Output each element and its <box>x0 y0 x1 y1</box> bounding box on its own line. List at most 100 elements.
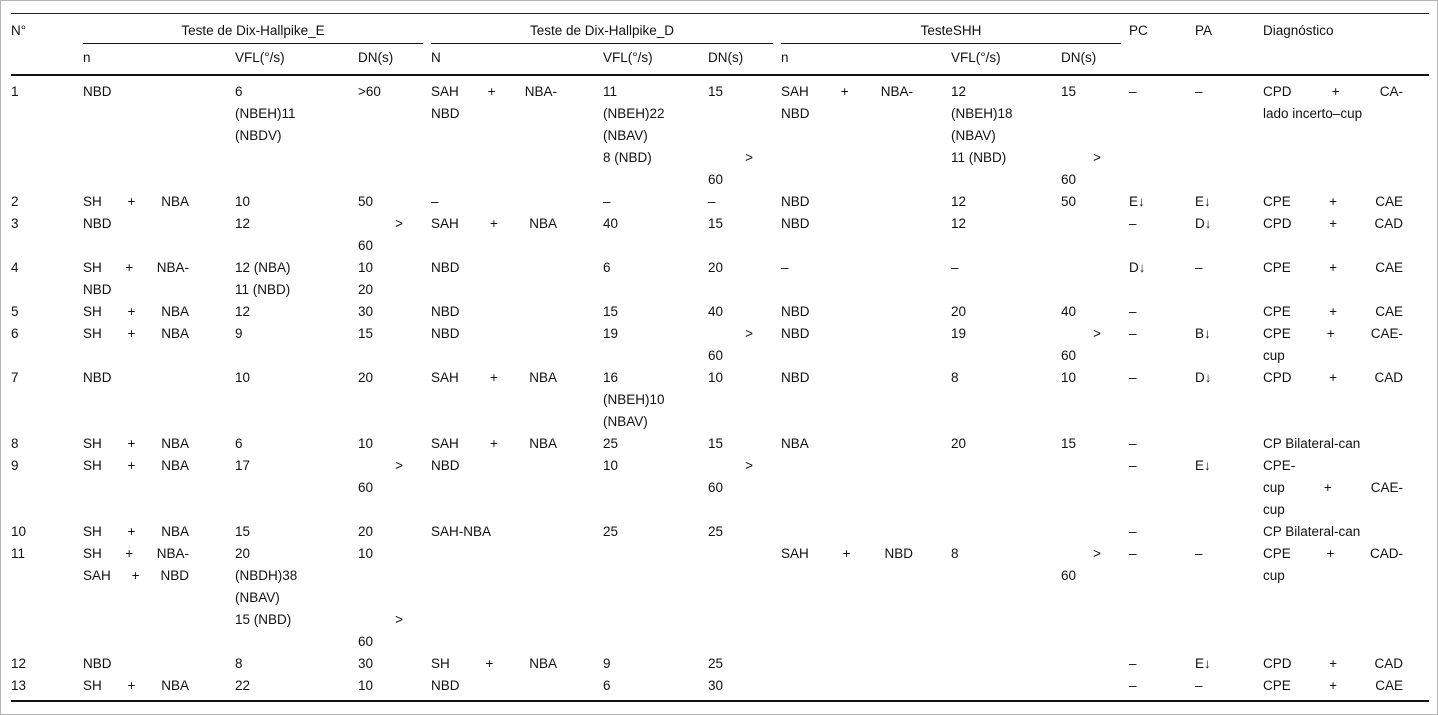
table-cell <box>603 543 708 653</box>
cell-line: 60 <box>358 634 374 649</box>
cell-line: NBD <box>83 84 112 99</box>
cell-line: 7 <box>11 370 19 385</box>
col-subheader-shh-vfl: VFL(°/s) <box>951 50 1001 65</box>
cell-line: CPD + CAD <box>1263 216 1403 231</box>
cell-line: 6 <box>603 678 611 693</box>
table-cell <box>1195 521 1263 543</box>
cell-line: NBD <box>431 326 460 341</box>
table-cell: SAH + NBD <box>781 543 951 653</box>
header-group-row: N° Teste de Dix-Hallpike_E Teste de Dix-… <box>11 14 1429 44</box>
cell-line: SH + NBA <box>83 194 189 209</box>
table-cell: E↓ <box>1129 191 1195 213</box>
table-cell: 7 <box>11 367 83 433</box>
table-cell: 10 <box>235 191 358 213</box>
table-cell: 15 <box>603 301 708 323</box>
table-cell: CPD + CA-lado incerto–cup <box>1263 74 1430 191</box>
cell-line: 30 <box>708 678 724 693</box>
cell-line: 9 <box>11 458 19 473</box>
cell-line: – <box>1129 436 1137 451</box>
table-cell: SAH + NBA <box>431 213 603 257</box>
table-cell <box>781 455 951 521</box>
table-cell: CPE + CAE <box>1263 257 1429 301</box>
cell-line: 40 <box>603 216 619 231</box>
cell-line: 12 <box>11 656 27 671</box>
table-cell: SH + NBA <box>83 455 235 521</box>
cell-line: – <box>1129 546 1137 561</box>
cell-line: > <box>395 612 403 627</box>
col-group-teste-shh: TesteSHH <box>781 14 1129 44</box>
table-cell: 8 <box>11 433 83 455</box>
cell-line: 10 <box>11 524 27 539</box>
table-row: 11 SH + NBA- SAH + NBD 20 (NBDH)38 (NBAV) 15 (NBD)… <box>11 543 1429 653</box>
table-cell: SH + NBA- NBD <box>83 257 235 301</box>
table-cell: 10 <box>1061 367 1129 433</box>
cell-line: 11 <box>603 84 618 99</box>
cell-line: 60 <box>1061 568 1077 583</box>
cell-line: 3 <box>11 216 19 231</box>
table-cell: NBD <box>781 323 951 367</box>
cell-line: – <box>708 194 716 209</box>
cell-line: 25 <box>603 436 619 451</box>
table-cell: 13 <box>11 675 83 702</box>
cell-line: 12 <box>951 84 967 99</box>
cell-line: SH + NBA <box>83 524 189 539</box>
cell-line: >60 <box>358 84 381 99</box>
cell-line: (NBAV) <box>603 414 648 429</box>
table-cell: 15 <box>358 323 431 367</box>
table-cell <box>1061 653 1129 675</box>
table-cell: 12 <box>951 191 1061 213</box>
cell-line: (NBAV) <box>235 590 280 605</box>
cell-line: E↓ <box>1129 194 1145 209</box>
cell-line: CPE + CAE <box>1263 678 1403 693</box>
table-cell: E↓ <box>1195 191 1263 213</box>
table-cell: – <box>951 257 1061 301</box>
cell-line: 10 <box>1061 370 1077 385</box>
table-cell: 6 <box>11 323 83 367</box>
cell-line: NBD <box>431 106 460 121</box>
cell-line: NBD <box>83 370 112 385</box>
table-cell: 15 <box>235 521 358 543</box>
cell-line: (NBEH)22 <box>603 106 665 121</box>
cell-line: 17 <box>235 458 251 473</box>
table-cell: – <box>1129 521 1195 543</box>
table-cell: 11 (NBEH)22 (NBAV) 8 (NBD) <box>603 74 708 191</box>
cell-line: – <box>1129 216 1137 231</box>
cell-line: NBD <box>431 458 460 473</box>
cell-line: NBD <box>431 678 460 693</box>
cell-line: 10 <box>358 436 374 451</box>
table-cell: 15 >60 <box>708 74 781 191</box>
table-cell <box>431 543 603 653</box>
cell-line: SAH + NBD <box>83 568 189 583</box>
table-cell <box>781 675 951 702</box>
cell-line: CPD + CAD <box>1263 656 1403 671</box>
cell-line: 8 (NBD) <box>603 150 652 165</box>
table-cell <box>1195 301 1263 323</box>
table-cell: SH + NBA- SAH + NBD <box>83 543 235 653</box>
table-cell: – <box>1129 433 1195 455</box>
col-subheader-d-n: N <box>431 50 441 65</box>
cell-line: 12 <box>951 216 967 231</box>
cell-line: NBD <box>431 260 460 275</box>
cell-line: 12 (NBA) <box>235 260 291 275</box>
cell-line: SAH + NBA- <box>431 84 557 99</box>
col-subheader-d-vfl: VFL(°/s) <box>603 50 653 65</box>
cell-line: 12 <box>235 216 251 231</box>
cell-line: 20 <box>235 546 251 561</box>
table-cell: 19 <box>951 323 1061 367</box>
table-cell: – <box>1195 543 1263 653</box>
cell-line: 15 <box>708 436 724 451</box>
table-cell: – <box>1129 653 1195 675</box>
cell-line: 20 <box>951 436 967 451</box>
table-cell: – <box>1195 257 1263 301</box>
table-header: N° Teste de Dix-Hallpike_E Teste de Dix-… <box>11 14 1429 76</box>
cell-line: – <box>951 260 959 275</box>
cell-line: 30 <box>358 304 374 319</box>
cell-line: > <box>745 326 753 341</box>
cell-line: 15 <box>708 216 724 231</box>
table-cell: 9 <box>11 455 83 521</box>
cell-line: CPE + CAE <box>1263 304 1403 319</box>
table-cell: CP Bilateral-can <box>1263 521 1429 543</box>
cell-line: 60 <box>708 172 724 187</box>
table-body: 1 NBD 6 (NBEH)11 (NBDV) >60 SAH + NBA- NBD 11 (NBEH… <box>11 74 1430 702</box>
cell-line: 15 <box>1061 436 1077 451</box>
